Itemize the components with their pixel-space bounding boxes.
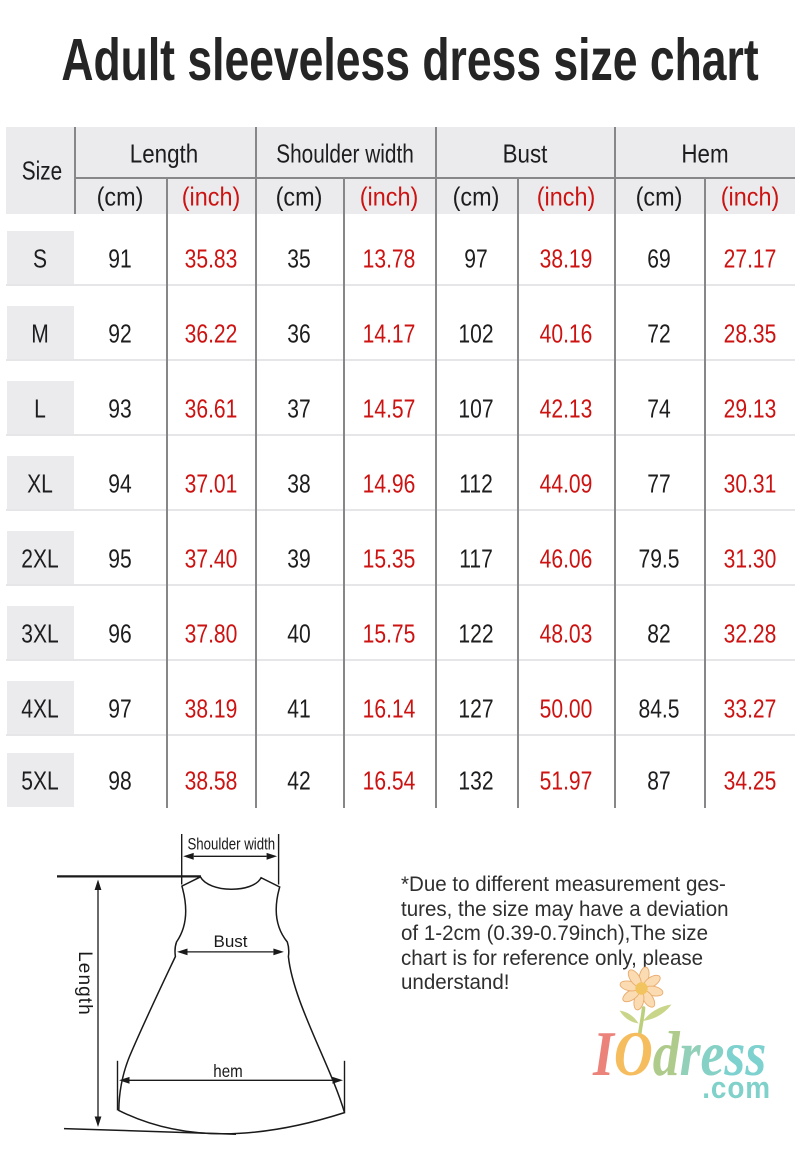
svg-text:Shoulder width: Shoulder width [187,835,275,854]
svg-text:hem: hem [213,1061,242,1082]
svg-text:Bust: Bust [213,932,247,951]
svg-text:Length: Length [74,951,95,1016]
